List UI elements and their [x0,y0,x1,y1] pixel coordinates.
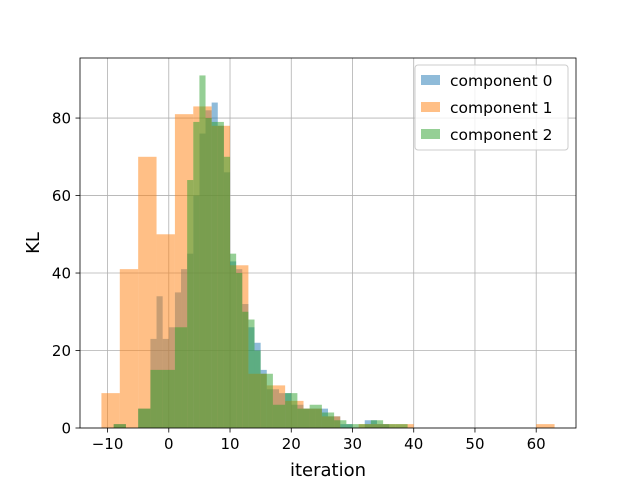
histogram-bar [260,373,273,428]
histogram-bar [113,424,126,428]
grid-lines [80,58,576,429]
histogram-bar [285,393,298,428]
x-tick-label: −10 [92,435,124,453]
histogram-bar [334,420,347,428]
x-tick-label: 40 [404,435,423,453]
histogram-bar [370,420,384,428]
histogram-bar [383,424,396,428]
histogram-bar [242,311,249,428]
histogram-bar [321,412,335,428]
histogram-bar [150,369,163,428]
histogram-bar [395,424,408,428]
x-tick-label: 30 [343,435,362,453]
x-tick-label: 60 [527,435,546,453]
legend: component 0 component 1 component 2 [414,64,569,151]
axes-border [79,57,577,429]
legend-swatch [421,102,440,112]
x-axis-label: iteration [290,460,366,480]
legend-box [414,64,569,151]
histogram-bars [101,75,555,429]
histogram-bar [223,156,231,428]
histogram-bar [162,369,175,428]
histogram-bar [138,408,151,428]
y-tick-label: 80 [52,110,71,128]
histogram-bar [199,75,206,428]
histogram-bar [254,350,261,428]
histogram-bar [193,121,200,429]
histogram-bar [138,156,157,428]
histogram-bar [174,327,188,428]
legend-swatch [421,129,440,139]
x-tick-label: 20 [282,435,301,453]
histogram-bar [346,424,359,428]
y-tick-label: 20 [52,342,71,360]
y-tick-label: 0 [61,420,71,438]
legend-swatch [421,75,440,85]
x-tick-label: 10 [220,435,239,453]
legend-label: component 1 [450,99,552,117]
histogram-bar [536,424,555,428]
x-tick-label: 50 [465,435,484,453]
histogram-bar [358,424,371,428]
histogram-bar [230,253,237,428]
histogram-bar [272,404,286,428]
legend-label: component 2 [450,126,552,144]
histogram-bar [297,408,310,428]
legend-label: component 0 [450,72,552,90]
series-2-bars [113,75,408,429]
axis-ticks: −10 0 10 20 30 40 50 60 0 20 40 60 80 [52,110,546,453]
x-tick-label: 0 [164,435,174,453]
histogram-bar [309,404,322,428]
axes-frame [79,57,577,429]
y-tick-label: 60 [52,187,71,205]
y-axis-label: KL [23,232,44,254]
histogram-bar [211,121,218,429]
histogram-bar [236,273,243,428]
histogram-bar [187,180,194,428]
histogram-bar [101,393,120,428]
histogram-bar [217,121,224,429]
histogram-bar [119,269,139,428]
y-tick-label: 40 [52,265,71,283]
histogram-bar [205,118,212,428]
histogram-bar [248,319,255,428]
